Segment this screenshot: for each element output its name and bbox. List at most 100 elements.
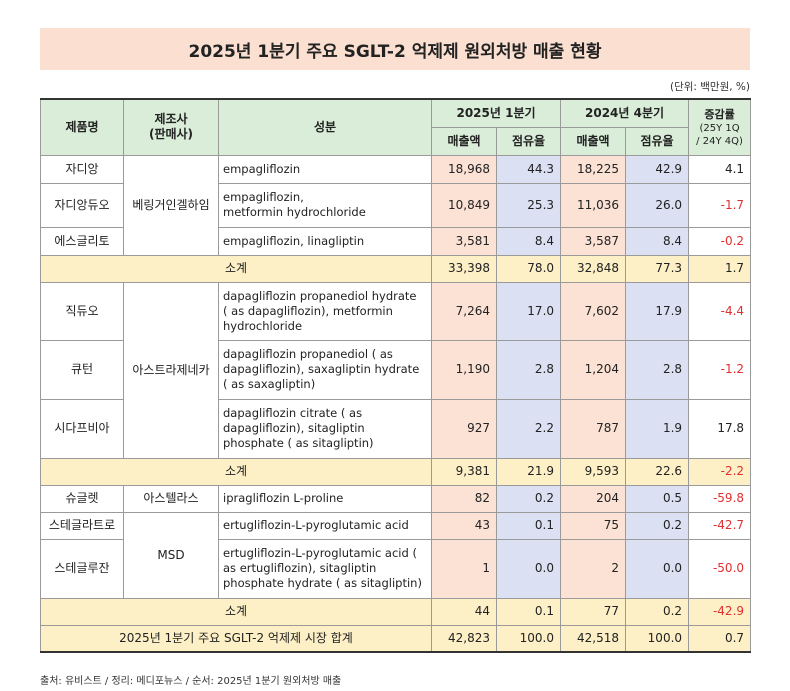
share-2024q4: 26.0	[625, 182, 690, 228]
sales-2025q1: 7,264	[431, 281, 497, 341]
header-period-2025q1: 2025년 1분기	[430, 98, 562, 128]
sales-2024q4: 204	[560, 484, 627, 513]
sales-2025q1: 33,398	[431, 254, 497, 283]
header-share-2024q4: 점유율	[625, 126, 690, 156]
product-name: 직듀오	[40, 281, 124, 341]
sales-2024q4: 1,204	[560, 339, 627, 400]
share-2025q1: 0.0	[495, 538, 562, 599]
unit-note: (단위: 백만원, %)	[669, 81, 750, 93]
share-2024q4: 42.9	[625, 154, 690, 184]
sales-2025q1: 9,381	[431, 457, 497, 486]
total-label: 2025년 1분기 주요 SGLT-2 억제제 시장 합계	[40, 624, 432, 653]
maker-name: 아스텔라스	[123, 484, 219, 513]
sales-2024q4: 3,587	[560, 226, 627, 256]
share-2025q1: 2.8	[495, 339, 562, 400]
header-ingredient: 성분	[218, 98, 432, 156]
header-period-2024q4: 2024년 4분기	[560, 98, 690, 128]
share-2025q1: 21.9	[495, 457, 562, 486]
page-title: 2025년 1분기 주요 SGLT-2 억제제 원외처방 매출 현황	[40, 28, 750, 70]
sales-2025q1: 82	[431, 484, 497, 513]
header-sales-2024q4: 매출액	[560, 126, 627, 156]
product-name: 슈글렛	[40, 484, 124, 513]
share-2024q4: 2.8	[625, 339, 690, 400]
change-rate: -1.2	[688, 339, 752, 400]
change-rate: -4.4	[688, 281, 752, 341]
header-product: 제품명	[40, 98, 124, 156]
source-note: 출처: 유비스트 / 정리: 메디포뉴스 / 순서: 2025년 1분기 원외처…	[40, 676, 342, 687]
share-2024q4: 22.6	[625, 457, 690, 486]
subtotal-label: 소계	[40, 597, 432, 626]
ingredient: dapagliflozin propanediol hydrate ( as d…	[218, 281, 432, 341]
subtotal-row: 소계 44 0.1 77 0.2 -42.9	[40, 597, 752, 626]
header-maker: 제조사 (판매사)	[123, 98, 219, 156]
page-title-text: 2025년 1분기 주요 SGLT-2 억제제 원외처방 매출 현황	[188, 41, 602, 62]
share-2025q1: 2.2	[495, 398, 562, 459]
sales-2025q1: 927	[431, 398, 497, 459]
sales-2024q4: 32,848	[560, 254, 627, 283]
maker-name: 아스트라제네카	[123, 281, 219, 459]
product-name: 시다프비아	[40, 398, 124, 459]
share-2024q4: 8.4	[625, 226, 690, 256]
sales-2024q4: 42,518	[560, 624, 627, 653]
sales-2025q1: 44	[431, 597, 497, 626]
product-name: 스테글루잔	[40, 538, 124, 599]
ingredient: dapagliflozin citrate ( as dapagliflozin…	[218, 398, 432, 459]
sales-2024q4: 2	[560, 538, 627, 599]
subtotal-row: 소계 9,381 21.9 9,593 22.6 -2.2	[40, 457, 752, 486]
sales-2024q4: 787	[560, 398, 627, 459]
sales-2024q4: 11,036	[560, 182, 627, 228]
change-rate: 1.7	[688, 254, 752, 283]
product-name: 자디앙	[40, 154, 124, 184]
sales-2025q1: 10,849	[431, 182, 497, 228]
share-2024q4: 0.5	[625, 484, 690, 513]
table-row: 직듀오 아스트라제네카 dapagliflozin propanediol hy…	[40, 281, 752, 459]
ingredient: empagliflozin, metformin hydrochloride	[218, 182, 432, 228]
header-change: 증감률 (25Y 1Q / 24Y 4Q)	[688, 98, 752, 156]
share-2025q1: 0.1	[495, 511, 562, 540]
subtotal-label: 소계	[40, 457, 432, 486]
table-row: 시다프비아 dapagliflozin citrate ( as dapagli…	[40, 398, 752, 459]
share-2025q1: 0.1	[495, 597, 562, 626]
ingredient: empagliflozin, linagliptin	[218, 226, 432, 256]
share-2025q1: 8.4	[495, 226, 562, 256]
share-2025q1: 78.0	[495, 254, 562, 283]
table-row: 자디앙듀오 empagliflozin, metformin hydrochlo…	[40, 182, 752, 228]
sales-2025q1: 42,823	[431, 624, 497, 653]
sales-2025q1: 1,190	[431, 339, 497, 400]
share-2024q4: 0.2	[625, 597, 690, 626]
change-rate: -0.2	[688, 226, 752, 256]
sales-table: 제품명 제조사 (판매사) 성분 2025년 1분기 2024년 4분기 증감률…	[40, 98, 752, 653]
table-row: 슈글렛 아스텔라스 ipragliflozin L-proline 82 0.2…	[40, 484, 752, 513]
change-rate: -2.2	[688, 457, 752, 486]
ingredient: empagliflozin	[218, 154, 432, 184]
header-change-sub: (25Y 1Q / 24Y 4Q)	[696, 122, 743, 147]
sales-2025q1: 43	[431, 511, 497, 540]
header-sales-2025q1: 매출액	[431, 126, 497, 156]
sales-2024q4: 18,225	[560, 154, 627, 184]
subtotal-row: 소계 33,398 78.0 32,848 77.3 1.7	[40, 254, 752, 283]
change-rate: 0.7	[688, 624, 752, 653]
product-name: 스테글라트로	[40, 511, 124, 540]
sales-2025q1: 1	[431, 538, 497, 599]
sales-2025q1: 3,581	[431, 226, 497, 256]
ingredient: ertugliflozin-L-pyroglutamic acid	[218, 511, 432, 540]
total-row: 2025년 1분기 주요 SGLT-2 억제제 시장 합계 42,823 100…	[40, 624, 752, 653]
share-2024q4: 17.9	[625, 281, 690, 341]
change-rate: -42.7	[688, 511, 752, 540]
sales-2024q4: 9,593	[560, 457, 627, 486]
change-rate: -42.9	[688, 597, 752, 626]
change-rate: -59.8	[688, 484, 752, 513]
change-rate: 17.8	[688, 398, 752, 459]
table-row: 큐턴 dapagliflozin propanediol ( as dapagl…	[40, 339, 752, 400]
table-row: 스테글루잔 ertugliflozin-L-pyroglutamic acid …	[40, 538, 752, 599]
share-2024q4: 0.2	[625, 511, 690, 540]
product-name: 큐턴	[40, 339, 124, 400]
change-rate: -1.7	[688, 182, 752, 228]
ingredient: dapagliflozin propanediol ( as dapaglifl…	[218, 339, 432, 400]
share-2025q1: 25.3	[495, 182, 562, 228]
ingredient: ertugliflozin-L-pyroglutamic acid ( as e…	[218, 538, 432, 599]
product-name: 자디앙듀오	[40, 182, 124, 228]
table-row: 자디앙 베링거인겔하임 empagliflozin 18,968 44.3 18…	[40, 154, 752, 256]
maker-name: MSD	[123, 511, 219, 599]
table-row: 에스글리토 empagliflozin, linagliptin 3,581 8…	[40, 226, 752, 256]
